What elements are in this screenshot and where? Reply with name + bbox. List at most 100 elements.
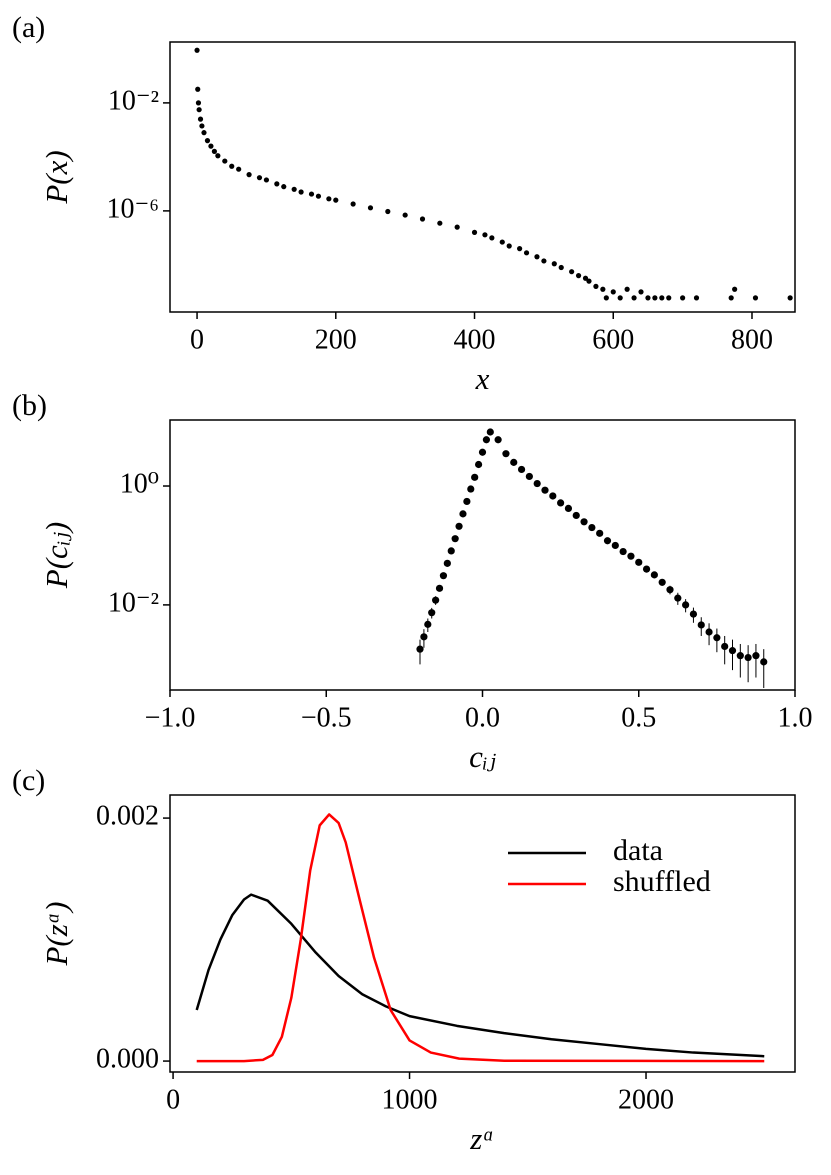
point bbox=[367, 205, 374, 211]
point bbox=[541, 258, 547, 264]
point bbox=[478, 448, 487, 456]
point bbox=[680, 295, 686, 301]
point bbox=[666, 586, 674, 594]
point bbox=[624, 286, 630, 292]
point bbox=[549, 492, 557, 500]
point bbox=[195, 100, 202, 106]
point bbox=[402, 212, 408, 218]
point bbox=[713, 634, 721, 642]
point bbox=[603, 537, 612, 545]
point bbox=[211, 148, 217, 154]
point bbox=[437, 220, 443, 226]
x-tick-label: −1.0 bbox=[145, 702, 196, 733]
point bbox=[439, 572, 448, 580]
point bbox=[603, 295, 609, 301]
point bbox=[557, 499, 565, 507]
point bbox=[588, 523, 596, 532]
point bbox=[419, 216, 426, 222]
x-axis-label: zᵅ bbox=[469, 1121, 494, 1156]
point bbox=[600, 286, 606, 292]
point bbox=[333, 197, 339, 203]
point bbox=[281, 184, 287, 190]
point bbox=[298, 189, 304, 195]
y-axis-label: P(cᵢⱼ) bbox=[39, 522, 74, 589]
point bbox=[443, 559, 451, 567]
point bbox=[416, 645, 424, 653]
point bbox=[523, 250, 530, 256]
point bbox=[308, 191, 315, 197]
y-tick-label: 0.002 bbox=[96, 801, 159, 832]
y-tick-label: 10⁻² bbox=[108, 85, 159, 116]
point bbox=[760, 658, 768, 666]
point bbox=[428, 609, 436, 617]
point bbox=[208, 143, 214, 149]
point bbox=[658, 578, 666, 586]
point bbox=[650, 571, 658, 579]
point bbox=[489, 235, 495, 241]
point bbox=[728, 295, 734, 301]
y-tick-label: 10⁻² bbox=[108, 587, 159, 618]
point bbox=[263, 177, 270, 183]
point bbox=[196, 107, 202, 113]
point bbox=[736, 652, 744, 660]
point bbox=[256, 175, 263, 181]
point bbox=[204, 138, 211, 144]
point bbox=[471, 229, 478, 235]
x-tick-label: 800 bbox=[731, 324, 773, 355]
x-tick-label: −0.5 bbox=[301, 702, 352, 733]
point bbox=[455, 522, 463, 530]
point bbox=[631, 295, 637, 301]
x-tick-label: 1.0 bbox=[778, 702, 813, 733]
axes-frame bbox=[169, 419, 796, 691]
point bbox=[551, 261, 557, 267]
x-tick-label: 0 bbox=[190, 324, 204, 355]
point bbox=[474, 460, 483, 469]
point bbox=[506, 243, 512, 249]
point bbox=[246, 172, 252, 178]
axes-frame bbox=[169, 41, 796, 313]
point bbox=[569, 269, 575, 275]
point bbox=[291, 186, 297, 192]
point bbox=[197, 116, 204, 122]
point bbox=[541, 486, 549, 494]
y-axis-label: P(x) bbox=[39, 150, 74, 204]
x-tick-label: 0.5 bbox=[621, 702, 656, 733]
point bbox=[463, 497, 471, 506]
point bbox=[494, 436, 502, 444]
point bbox=[787, 295, 793, 301]
point bbox=[642, 565, 651, 573]
point bbox=[586, 278, 592, 284]
x-tick-label: 2000 bbox=[618, 1084, 674, 1115]
point bbox=[482, 436, 491, 444]
point bbox=[499, 239, 505, 245]
point bbox=[525, 472, 533, 481]
point bbox=[558, 264, 564, 271]
point bbox=[447, 547, 455, 555]
point bbox=[432, 596, 440, 604]
point bbox=[424, 620, 432, 628]
point bbox=[582, 275, 589, 281]
x-tick-label: 400 bbox=[454, 324, 496, 355]
point bbox=[326, 196, 332, 202]
axes-frame bbox=[169, 794, 796, 1073]
x-tick-label: 600 bbox=[592, 324, 634, 355]
y-tick-label: 10⁰ bbox=[120, 468, 159, 499]
point bbox=[199, 123, 205, 129]
point bbox=[580, 518, 588, 526]
point bbox=[467, 485, 475, 493]
point bbox=[721, 642, 729, 651]
point bbox=[482, 232, 488, 238]
point bbox=[666, 295, 672, 301]
point bbox=[610, 289, 616, 295]
point bbox=[752, 295, 759, 301]
panel-label: (b) bbox=[12, 389, 47, 422]
point bbox=[215, 153, 221, 159]
point bbox=[596, 529, 604, 537]
point bbox=[502, 450, 510, 458]
point bbox=[645, 295, 651, 301]
y-axis-label: P(zᵅ) bbox=[39, 902, 74, 967]
point bbox=[486, 428, 494, 436]
point bbox=[517, 246, 523, 252]
x-tick-label: 0 bbox=[166, 1084, 180, 1115]
